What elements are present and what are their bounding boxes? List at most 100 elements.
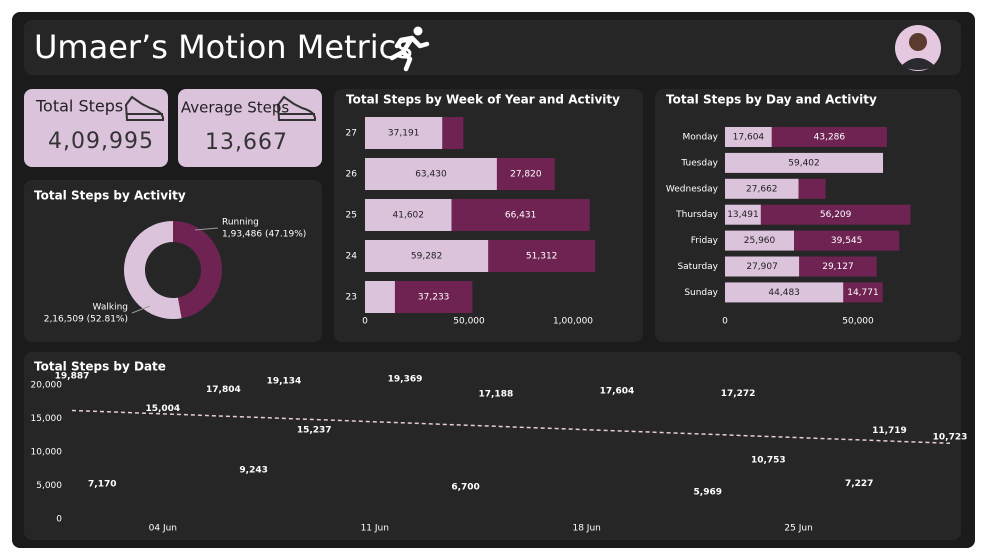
bar-segment bbox=[725, 152, 884, 173]
bar-segment bbox=[365, 281, 395, 313]
x-tick-label: 50,000 bbox=[842, 317, 874, 327]
bar-segment bbox=[394, 281, 473, 313]
data-label: 25,960 bbox=[744, 236, 776, 246]
bar-segment bbox=[725, 282, 844, 303]
chart-title: Total Steps by Activity bbox=[34, 189, 186, 203]
data-label: 27,820 bbox=[510, 170, 542, 180]
data-label: 17,604 bbox=[600, 387, 635, 397]
bar-segment bbox=[365, 240, 489, 272]
data-label: 17,188 bbox=[478, 389, 513, 399]
data-label: 56,209 bbox=[820, 210, 852, 220]
x-tick-label: 1,00,000 bbox=[553, 317, 593, 327]
bar-segment bbox=[794, 230, 900, 251]
bar-segment bbox=[725, 127, 772, 147]
data-label: 19,369 bbox=[388, 375, 423, 385]
y-tick-label: 20,000 bbox=[31, 381, 63, 391]
data-label: 1,93,486 (47.19%) bbox=[222, 230, 306, 240]
leader-line bbox=[131, 305, 151, 314]
data-label: 59,282 bbox=[411, 252, 443, 262]
data-label: 39,545 bbox=[831, 236, 863, 246]
data-label: 66,431 bbox=[505, 211, 537, 221]
data-label: 51,312 bbox=[526, 252, 558, 262]
x-tick-label: 11 Jun bbox=[361, 524, 389, 534]
y-tick-label: Tuesday bbox=[680, 158, 718, 168]
y-tick-label: 10,000 bbox=[31, 448, 63, 458]
avatar bbox=[895, 25, 941, 71]
data-label: 41,602 bbox=[393, 211, 425, 221]
header-panel bbox=[24, 20, 961, 75]
chart-title: Total Steps by Day and Activity bbox=[666, 93, 877, 107]
data-label: 37,233 bbox=[418, 293, 450, 303]
data-label: 7,227 bbox=[845, 479, 873, 489]
y-tick-label: Thursday bbox=[675, 210, 719, 220]
x-tick-label: 50,000 bbox=[453, 317, 485, 327]
chart-title: Total Steps by Date bbox=[34, 360, 166, 374]
x-tick-label: 18 Jun bbox=[572, 524, 600, 534]
leader-line bbox=[194, 227, 219, 231]
data-label: 14,771 bbox=[847, 288, 879, 298]
donut-slice bbox=[173, 221, 223, 319]
data-label: 5,969 bbox=[694, 488, 722, 498]
data-label: 17,804 bbox=[206, 385, 241, 395]
card bbox=[178, 89, 322, 167]
bar-segment bbox=[798, 178, 826, 199]
bar-segment bbox=[365, 117, 443, 149]
data-label: 19,887 bbox=[55, 371, 90, 381]
y-tick-label: 24 bbox=[346, 252, 358, 262]
data-label: 9,243 bbox=[239, 466, 267, 476]
bar-segment bbox=[725, 256, 800, 277]
data-label: 15,237 bbox=[297, 425, 332, 435]
data-label: 44,483 bbox=[768, 288, 800, 298]
bar-segment bbox=[760, 204, 911, 225]
runner-icon bbox=[389, 26, 430, 72]
legend-label: Running bbox=[222, 218, 259, 228]
legend-label: Walking bbox=[93, 303, 128, 313]
panel bbox=[24, 180, 322, 342]
bar-segment bbox=[488, 240, 596, 272]
data-label: 63,430 bbox=[415, 170, 447, 180]
bar-segment bbox=[365, 158, 497, 190]
y-tick-label: 5,000 bbox=[36, 481, 62, 491]
bar-segment bbox=[843, 282, 883, 303]
card-value: 4,09,995 bbox=[48, 129, 154, 154]
y-tick-label: Friday bbox=[691, 236, 719, 246]
bar-segment bbox=[451, 199, 590, 231]
data-label: 37,191 bbox=[388, 129, 420, 139]
data-label: 11,719 bbox=[872, 426, 907, 436]
data-label: 43,286 bbox=[814, 133, 846, 143]
data-label: 2,16,509 (52.81%) bbox=[44, 315, 128, 325]
card-title: Average Steps bbox=[181, 99, 290, 117]
data-label: 27,907 bbox=[746, 262, 778, 272]
donut-slice bbox=[124, 221, 182, 319]
y-tick-label: 0 bbox=[56, 515, 62, 525]
bar-segment bbox=[725, 230, 795, 251]
data-label: 7,170 bbox=[88, 479, 116, 489]
data-label: 10,723 bbox=[933, 433, 968, 443]
y-tick-label: Sunday bbox=[684, 288, 718, 298]
chart-title: Total Steps by Week of Year and Activity bbox=[346, 93, 620, 107]
data-label: 27,662 bbox=[746, 184, 778, 194]
bar-segment bbox=[496, 158, 555, 190]
card-title: Total Steps bbox=[35, 97, 123, 116]
data-label: 59,402 bbox=[788, 158, 820, 168]
y-tick-label: 27 bbox=[346, 129, 357, 139]
bar-segment bbox=[771, 127, 887, 147]
data-label: 19,134 bbox=[267, 376, 302, 386]
y-tick-label: 26 bbox=[346, 170, 358, 180]
data-label: 6,700 bbox=[451, 483, 479, 493]
bar-segment bbox=[365, 199, 452, 231]
bar-segment bbox=[725, 178, 799, 199]
data-label: 29,127 bbox=[822, 262, 854, 272]
data-label: 13,491 bbox=[727, 210, 759, 220]
data-label: 17,272 bbox=[721, 389, 756, 399]
x-tick-label: 04 Jun bbox=[149, 524, 177, 534]
page-title: Umaer’s Motion Metrics bbox=[34, 28, 413, 66]
data-label: 17,604 bbox=[733, 133, 765, 143]
panel bbox=[24, 352, 961, 540]
y-tick-label: Saturday bbox=[677, 262, 718, 272]
y-tick-label: 15,000 bbox=[31, 414, 63, 424]
bar-segment bbox=[799, 256, 877, 277]
bar-segment bbox=[725, 204, 761, 225]
shoe-icon bbox=[124, 95, 317, 121]
